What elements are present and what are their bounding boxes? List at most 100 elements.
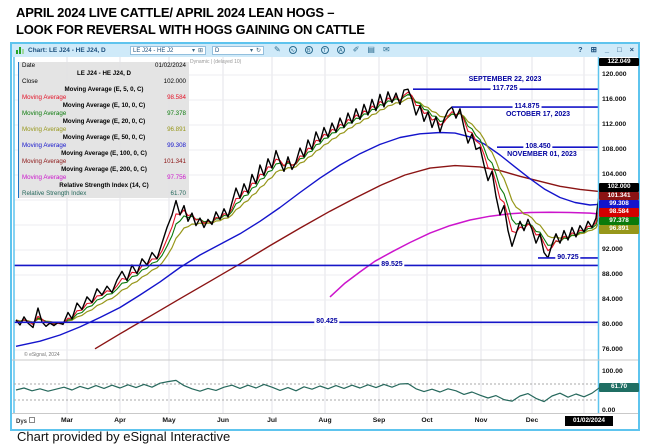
month-label: Jun	[216, 417, 230, 424]
window-title: Chart: LE J24 - HE J24, D	[28, 47, 106, 54]
ema10-line	[15, 93, 601, 325]
price-tick-label: 116.000	[602, 96, 627, 103]
price-badge: 98.584	[599, 208, 639, 217]
level-price-label: 80.425	[314, 318, 340, 327]
level-price-label: 117.725	[490, 85, 520, 94]
bar-study-icon[interactable]: B	[304, 46, 313, 54]
panel-study-header: Moving Average (E, 10, 0, C)	[62, 102, 146, 109]
panel-label: Moving Average	[22, 174, 67, 181]
grid-icon[interactable]: ⊞	[197, 47, 203, 54]
panel-value: 99.308	[167, 142, 186, 149]
panel-value-row: Moving Average 99.308	[19, 142, 189, 150]
close-icon[interactable]: ×	[629, 45, 634, 54]
price-tick-label: 112.000	[602, 121, 627, 128]
panel-label: Close	[22, 78, 38, 85]
help-icon[interactable]: ?	[578, 45, 583, 54]
month-label: Aug	[318, 417, 332, 424]
chart-window: Chart: LE J24 - HE J24, D LE J24 - HE J2…	[10, 42, 640, 431]
notes-icon[interactable]: ▤	[367, 45, 375, 54]
ema50-line	[15, 131, 601, 347]
price-badge: 97.378	[599, 216, 639, 226]
price-badge: 96.891	[599, 225, 639, 234]
time-axis: Dys Mar Apr May Jun Jul Aug Sep Oct Nov Dec 01/02…	[12, 415, 638, 429]
panel-study-header: Relative Strength Index (14, C)	[59, 182, 149, 189]
panel-value: 01/02/2024	[155, 62, 186, 69]
panel-label: Moving Average	[22, 142, 67, 149]
month-label: Nov	[474, 417, 488, 424]
panel-value-row: Moving Average 98.584	[19, 94, 189, 102]
level-price-label: 90.725	[555, 253, 581, 262]
dock-icon[interactable]: ⊞	[590, 45, 597, 54]
minimize-icon[interactable]: _	[604, 45, 610, 54]
panel-value: 98.584	[167, 94, 186, 101]
panel-value-row: Moving Average 101.341	[19, 158, 189, 166]
panel-study-header: Moving Average (E, 20, 0, C)	[62, 118, 146, 125]
panel-value: 96.891	[167, 126, 186, 133]
panel-value-row: Close 102.000	[19, 78, 189, 86]
price-line	[15, 88, 601, 329]
panel-study-header: Moving Average (E, 5, 0, C)	[64, 86, 144, 93]
time-study-icon[interactable]: T	[320, 46, 329, 54]
signal-status-icon	[16, 47, 25, 54]
month-label: Apr	[114, 417, 126, 424]
price-tick-label: 84.000	[602, 296, 623, 303]
panel-label: Moving Average	[22, 158, 67, 165]
price-badge: 122.049	[599, 57, 639, 67]
symbol-combo[interactable]: LE J24 - HE J2 ⊞ ▾	[130, 45, 206, 55]
page-title-line2: LOOK FOR REVERSAL WITH HOGS GAINING ON C…	[16, 21, 365, 37]
price-tick-label: 76.000	[602, 346, 623, 353]
last-date-badge: 01/02/2024	[565, 415, 613, 426]
price-badge: 102.000	[599, 183, 639, 192]
wave-icon[interactable]: ∿	[288, 46, 297, 54]
panel-study-header: Moving Average (E, 50, 0, C)	[62, 134, 146, 141]
window-controls: ? ⊞ _ □ ×	[570, 45, 634, 54]
copyright-note: © eSignal, 2024	[24, 352, 60, 358]
page-title-line1: APRIL 2024 LIVE CATTLE/ APRIL 2024 LEAN …	[16, 5, 335, 20]
price-badge: 99.308	[599, 200, 639, 209]
price-tick-label: 88.000	[602, 271, 623, 278]
level-price-label: 108.450	[523, 143, 553, 152]
data-panel: Date 01/02/2024 LE J24 - HE J24, D Close 102…	[18, 62, 189, 198]
rsi-axis-bottom: 0.00	[602, 407, 616, 414]
month-label: May	[162, 417, 176, 424]
rsi-line	[15, 379, 601, 403]
panel-study-header: Moving Average (E, 200, 0, C)	[61, 166, 147, 173]
panel-value: 97.756	[167, 174, 186, 181]
toolbar-icons: ✎ ∿ B T A ✐ ▤ ✉	[274, 45, 398, 56]
window-titlebar: Chart: LE J24 - HE J24, D LE J24 - HE J2…	[12, 44, 638, 57]
page-title: APRIL 2024 LIVE CATTLE/ APRIL 2024 LEAN …	[16, 5, 365, 38]
ema20-line	[15, 97, 601, 324]
price-badge: 101.341	[599, 191, 639, 201]
ema200-line	[329, 211, 601, 298]
panel-value-row: Moving Average 96.891	[19, 126, 189, 134]
message-icon[interactable]: ✉	[382, 45, 390, 54]
level-date-note: SEPTEMBER 22, 2023	[468, 76, 542, 84]
lock-icon	[29, 417, 36, 423]
interval-combo[interactable]: D ↻ ▾	[212, 45, 264, 55]
price-tick-label: 120.000	[602, 71, 627, 78]
rsi-value-badge: 61.70	[599, 383, 639, 392]
chevron-down-icon[interactable]: ▾	[191, 47, 195, 54]
panel-value-row: Relative Strength Index 61.70	[19, 190, 189, 198]
level-price-label: 89.525	[379, 261, 405, 270]
panel-label: Moving Average	[22, 126, 67, 133]
level-date-note: NOVEMBER 01, 2023	[507, 150, 577, 158]
maximize-icon[interactable]: □	[617, 45, 622, 54]
month-label: Dec	[525, 417, 539, 424]
panel-value: 97.378	[167, 110, 186, 117]
rsi-axis-top: 100.00	[602, 368, 623, 375]
caption: Chart provided by eSignal Interactive	[17, 429, 231, 444]
chevron-down-icon[interactable]: ▾	[249, 47, 253, 54]
pen-icon[interactable]: ✐	[352, 45, 360, 54]
alert-icon[interactable]: A	[336, 46, 345, 54]
price-tick-label: 92.000	[602, 246, 623, 253]
tab-days[interactable]: Dys	[16, 417, 36, 425]
panel-label: Moving Average	[22, 94, 67, 101]
refresh-icon[interactable]: ↻	[255, 47, 261, 54]
panel-value: 61.70	[170, 190, 186, 197]
panel-label: Moving Average	[22, 110, 67, 117]
month-label: Jul	[267, 417, 277, 424]
pencil-icon[interactable]: ✎	[274, 45, 281, 54]
panel-label: Relative Strength Index	[22, 190, 87, 197]
